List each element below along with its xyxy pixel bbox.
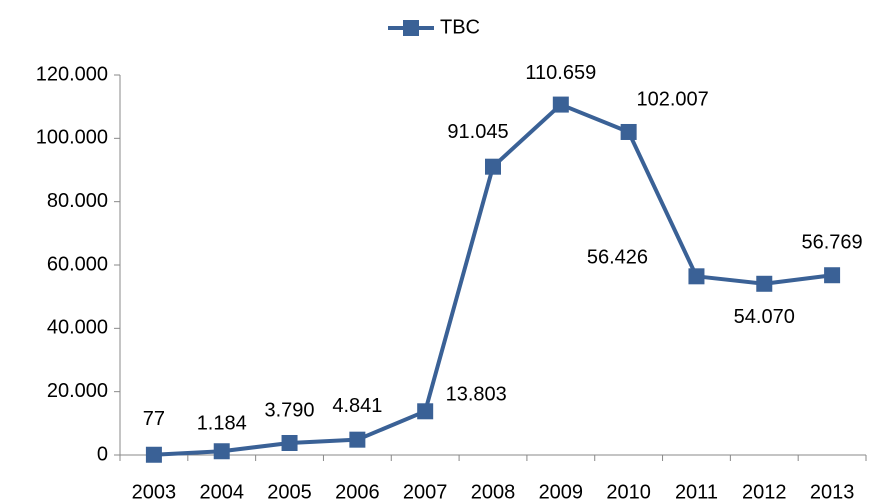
y-tick-label: 100.000 [36, 127, 108, 149]
legend-label: TBC [440, 16, 480, 38]
point-marker [349, 431, 366, 448]
value-label: 77 [143, 408, 165, 430]
x-tick-label: 2010 [606, 481, 651, 503]
x-tick-label: 2006 [335, 481, 380, 503]
point-marker [756, 275, 773, 292]
y-tick-label: 120.000 [36, 63, 108, 85]
point-marker [281, 434, 298, 451]
x-tick-label: 2007 [403, 481, 448, 503]
point-marker [620, 123, 637, 140]
x-tick-label: 2003 [132, 481, 177, 503]
y-tick-label: 20.000 [47, 380, 108, 402]
value-label: 110.659 [525, 62, 596, 84]
x-tick-label: 2011 [675, 481, 718, 503]
point-marker [552, 96, 569, 113]
x-tick-label: 2013 [810, 481, 855, 503]
x-tick-label: 2005 [267, 481, 312, 503]
value-label: 4.841 [332, 395, 382, 417]
point-marker [145, 446, 162, 463]
point-marker [824, 267, 841, 284]
y-tick-label: 60.000 [47, 253, 108, 275]
value-label: 1.184 [197, 413, 247, 435]
point-marker [688, 268, 705, 285]
value-label: 56.769 [802, 232, 863, 254]
point-marker [417, 403, 434, 420]
y-tick-label: 0 [97, 443, 108, 465]
x-tick-label: 2004 [199, 481, 244, 503]
value-label: 13.803 [446, 384, 507, 406]
y-tick-label: 80.000 [47, 190, 108, 212]
legend-marker [403, 20, 419, 36]
x-tick-label: 2012 [742, 481, 787, 503]
value-label: 54.070 [734, 306, 795, 328]
point-marker [213, 443, 230, 460]
value-label: 3.790 [265, 399, 315, 421]
value-label: 91.045 [447, 121, 508, 143]
y-tick-label: 40.000 [47, 317, 108, 339]
point-marker [485, 158, 501, 175]
x-tick-label: 2009 [539, 481, 584, 503]
x-tick-label: 2008 [471, 481, 516, 503]
value-label: 56.426 [587, 247, 648, 269]
value-label: 102.007 [636, 88, 708, 110]
